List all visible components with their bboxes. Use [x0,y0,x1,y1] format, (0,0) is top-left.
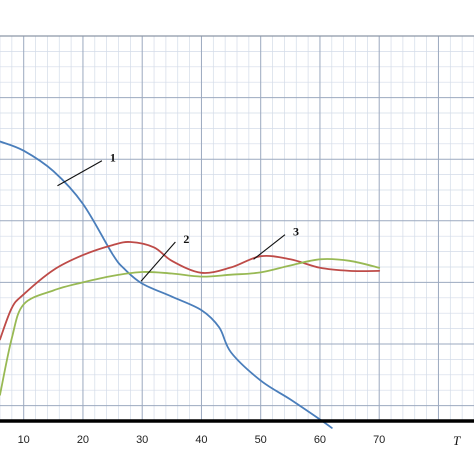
series-labels: 1 2 3 [110,151,299,246]
x-tick-label: 40 [195,434,207,446]
series-lines [0,140,381,429]
minor-grid [0,36,474,422]
x-axis-label: T [453,433,461,448]
series-1-leader-line [57,160,103,187]
series-1-label: 1 [110,151,116,165]
series-label-leaders [57,160,286,282]
series-2-leader-line [140,241,176,282]
series-2-label: 2 [183,232,189,246]
series-3-leader-line [253,234,286,260]
x-tick-label: 50 [255,434,267,446]
x-tick-label: 60 [314,434,326,446]
series-2-line [0,241,381,341]
series-3-label: 3 [293,225,299,239]
x-tick-labels: 10 20 30 40 50 60 70 [18,434,386,446]
series-1-line [0,140,333,429]
series-3-line [0,258,381,396]
x-tick-label: 70 [373,434,385,446]
x-tick-label: 20 [77,434,89,446]
x-tick-label: 10 [18,434,30,446]
x-tick-label: 30 [136,434,148,446]
